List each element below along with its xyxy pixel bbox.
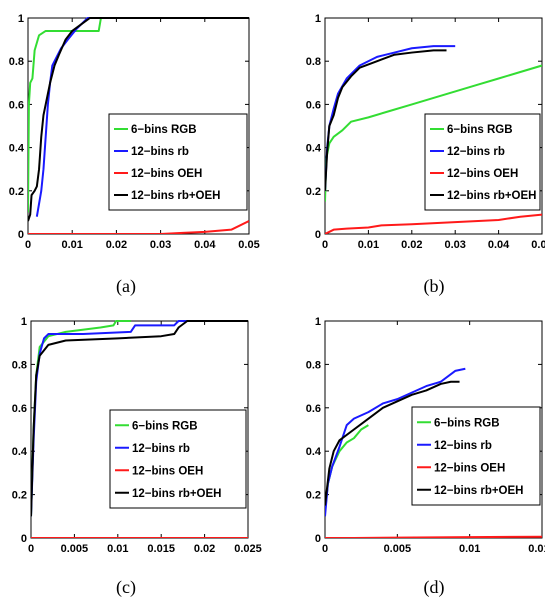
- y-tick-label: 0.4: [306, 446, 322, 458]
- x-tick-label: 0.04: [194, 239, 216, 251]
- legend-box: [108, 113, 248, 211]
- x-tick-label: 0.005: [61, 543, 89, 555]
- y-tick-label: 1: [315, 316, 321, 328]
- x-tick-label: 0.025: [234, 543, 262, 555]
- panel-caption: (b): [424, 276, 445, 297]
- chart-panel-b: 0 0.2 0.4 0.6 0.8 1 0 0.01 0.02 0.03 0.04 0.05 6−bin…: [306, 13, 545, 297]
- x-tick-label: 0.03: [150, 239, 171, 251]
- legend-label: 12−bins rb+OEH: [434, 485, 523, 497]
- panel-caption: (c): [116, 577, 136, 598]
- chart-panel-a: 0 0.2 0.4 0.6 0.8 1 0 0.01 0.02 0.03 0.04 0.05 6−bin…: [9, 13, 260, 297]
- legend-label: 6−bins RGB: [447, 124, 513, 136]
- y-tick-label: 0.8: [306, 359, 321, 371]
- legend: 6−bins RGB 12−bins rb 12−bins OEH 12−bins r…: [424, 113, 541, 211]
- y-tick-label: 0.2: [306, 186, 321, 198]
- legend-box: [411, 406, 541, 506]
- legend-label: 6−bins RGB: [131, 124, 197, 136]
- y-tick-label: 0.4: [9, 143, 25, 155]
- panel-caption: (d): [424, 577, 445, 598]
- legend-label: 12−bins rb: [132, 443, 190, 455]
- y-tick-label: 0: [315, 533, 321, 545]
- legend-label: 12−bins OEH: [131, 168, 202, 180]
- x-tick-label: 0.005: [384, 543, 412, 555]
- y-tick-label: 0.2: [9, 186, 24, 198]
- x-tick-label: 0: [28, 543, 34, 555]
- x-tick-label: 0.03: [444, 239, 465, 251]
- legend-label: 12−bins rb: [131, 146, 189, 158]
- series-line-6-bins-rgb: [28, 17, 249, 213]
- x-tick-label: 0.04: [488, 239, 510, 251]
- y-tick-label: 0.6: [12, 403, 27, 415]
- legend: 6−bins RGB 12−bins rb 12−bins OEH 12−bins r…: [109, 409, 247, 509]
- legend-label: 6−bins RGB: [434, 417, 500, 429]
- legend-label: 12−bins OEH: [434, 462, 505, 474]
- series-line-12-bins-oeh: [28, 220, 249, 234]
- x-tick-label: 0.01: [358, 239, 379, 251]
- x-tick-label: 0: [25, 239, 31, 251]
- legend: 6−bins RGB 12−bins rb 12−bins OEH 12−bins r…: [411, 406, 541, 506]
- y-tick-label: 0: [18, 229, 24, 241]
- series-line-12-bins-oeh: [325, 535, 542, 538]
- panel-caption: (a): [116, 276, 136, 297]
- y-tick-label: 0.4: [12, 446, 28, 458]
- y-tick-label: 1: [315, 13, 321, 25]
- legend-label: 12−bins rb+OEH: [132, 488, 221, 500]
- legend-label: 12−bins rb+OEH: [447, 190, 536, 202]
- series-line-12-bins-rb-oeh: [31, 320, 248, 517]
- plot-frame: [324, 17, 543, 235]
- x-tick-label: 0.01: [107, 543, 128, 555]
- series-line-12-bins-rb-oeh: [325, 49, 447, 191]
- legend-label: 12−bins rb: [434, 440, 492, 452]
- x-tick-label: 0.02: [401, 239, 422, 251]
- y-tick-label: 0.6: [306, 99, 321, 111]
- series-line-6-bins-rgb: [325, 64, 542, 202]
- y-tick-label: 0.8: [12, 359, 27, 371]
- legend-label: 6−bins RGB: [132, 420, 198, 432]
- x-tick-label: 0.015: [147, 543, 175, 555]
- x-tick-label: 0.05: [531, 239, 545, 251]
- series-line-12-bins-rb-oeh: [325, 380, 460, 506]
- series-line-12-bins-rb-oeh: [28, 17, 249, 222]
- legend-label: 12−bins rb+OEH: [131, 190, 220, 202]
- x-tick-label: 0.015: [528, 543, 545, 555]
- legend-label: 12−bins rb: [447, 146, 505, 158]
- x-tick-label: 0.01: [459, 543, 480, 555]
- chart-panel-c: 0 0.2 0.4 0.6 0.8 1 0 0.005 0.01 0.015 0.02 0.025 6−…: [12, 316, 262, 598]
- legend-label: 12−bins OEH: [447, 168, 518, 180]
- y-tick-label: 0.6: [306, 403, 321, 415]
- x-tick-label: 0.02: [194, 543, 215, 555]
- x-tick-label: 0.02: [106, 239, 127, 251]
- chart-panel-d: 0 0.2 0.4 0.6 0.8 1 0 0.005 0.01 0.015 6−bins RGB 1…: [306, 316, 545, 598]
- series-line-12-bins-rb: [325, 367, 466, 517]
- y-tick-label: 0.8: [306, 56, 321, 68]
- y-tick-label: 0.2: [12, 490, 27, 502]
- x-tick-label: 0.05: [238, 239, 259, 251]
- y-tick-label: 0.8: [9, 56, 24, 68]
- legend-box: [424, 113, 541, 211]
- legend: 6−bins RGB 12−bins rb 12−bins OEH 12−bins r…: [108, 113, 248, 211]
- x-tick-label: 0: [322, 239, 328, 251]
- x-tick-label: 0.01: [61, 239, 82, 251]
- y-tick-label: 0: [315, 229, 321, 241]
- y-tick-label: 0.2: [306, 490, 321, 502]
- y-tick-label: 0.4: [306, 143, 322, 155]
- y-tick-label: 1: [18, 13, 24, 25]
- legend-box: [109, 409, 247, 509]
- legend-label: 12−bins OEH: [132, 465, 203, 477]
- y-tick-label: 1: [21, 316, 27, 328]
- x-tick-label: 0: [322, 543, 328, 555]
- y-tick-label: 0: [21, 533, 27, 545]
- series-line-12-bins-oeh: [325, 213, 542, 234]
- y-tick-label: 0.6: [9, 99, 24, 111]
